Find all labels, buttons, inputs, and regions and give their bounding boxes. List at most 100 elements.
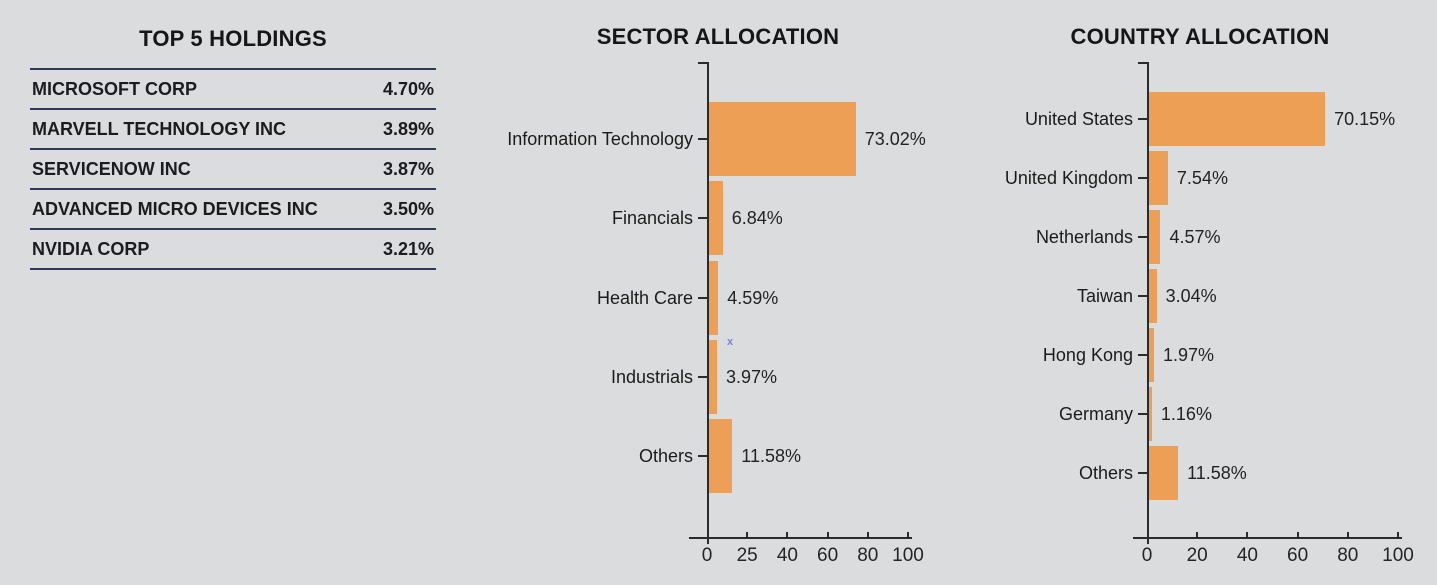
value-label-netherlands: 4.57% xyxy=(1169,227,1221,247)
country-allocation-chart: COUNTRY ALLOCATION 0 20 40 60 80 100 United St… xyxy=(1000,18,1414,584)
x-tick-label-60: 60 xyxy=(817,545,839,566)
category-tick-united-states xyxy=(1138,118,1147,120)
category-label-information-technology: Information Technology xyxy=(507,129,693,149)
category-tick-others xyxy=(1138,472,1147,474)
y-axis xyxy=(707,62,709,544)
category-tick-financials xyxy=(698,217,707,220)
value-label-united-kingdom: 7.54% xyxy=(1176,168,1228,188)
x-tick-label-40: 40 xyxy=(776,545,798,566)
x-tick-label-20: 20 xyxy=(1186,545,1208,566)
bar-information-technology xyxy=(709,102,856,176)
x-tick-label-80: 80 xyxy=(1337,545,1359,566)
category-tick-germany xyxy=(1138,413,1147,415)
bar-united-states xyxy=(1149,92,1326,146)
x-tick-60 xyxy=(826,532,829,537)
x-tick-label-100: 100 xyxy=(1382,545,1414,566)
x-tick-label-25: 25 xyxy=(736,545,758,566)
holding-value: 3.87% xyxy=(382,158,434,179)
x-tick-60 xyxy=(1296,532,1299,537)
value-label-hong-kong: 1.97% xyxy=(1162,345,1214,365)
sector-chart-plot: 0 25 40 60 80 100 Information Technology 73.02%… xyxy=(482,18,954,584)
category-label-hong-kong: Hong Kong xyxy=(1042,345,1133,365)
holdings-row-marvell-technology-inc: MARVELL TECHNOLOGY INC 3.89% xyxy=(30,108,436,148)
holding-value: 3.21% xyxy=(382,238,434,259)
x-tick-80 xyxy=(1346,532,1349,537)
value-label-united-states: 70.15% xyxy=(1334,109,1396,129)
category-label-industrials: Industrials xyxy=(610,366,693,387)
bar-germany xyxy=(1149,387,1152,441)
bar-health-care xyxy=(709,260,719,335)
y-axis xyxy=(1147,62,1149,544)
value-label-others: 11.58% xyxy=(1187,463,1247,483)
x-tick-40 xyxy=(786,532,789,537)
x-axis xyxy=(689,537,912,539)
bar-taiwan xyxy=(1149,269,1157,323)
category-label-united-kingdom: United Kingdom xyxy=(1004,168,1133,188)
bar-netherlands xyxy=(1149,210,1161,264)
x-tick-20 xyxy=(1196,532,1199,537)
holdings-row-microsoft-corp: MICROSOFT CORP 4.70% xyxy=(30,68,436,108)
top-holdings-panel: TOP 5 HOLDINGS MICROSOFT CORP 4.70% MARVEL… xyxy=(30,22,436,270)
category-label-others: Others xyxy=(638,446,693,467)
bar-others xyxy=(709,419,733,494)
category-tick-united-kingdom xyxy=(1138,177,1147,179)
x-tick-label-0: 0 xyxy=(701,545,713,566)
holding-name: NVIDIA CORP xyxy=(32,238,150,259)
category-tick-others xyxy=(698,455,707,458)
bar-others xyxy=(1149,446,1179,500)
value-label-information-technology: 73.02% xyxy=(864,129,926,149)
category-label-financials: Financials xyxy=(611,208,693,229)
category-label-united-states: United States xyxy=(1024,109,1133,129)
holdings-row-nvidia-corp: NVIDIA CORP 3.21% xyxy=(30,228,436,268)
x-tick-80 xyxy=(866,532,869,537)
category-tick-taiwan xyxy=(1138,295,1147,297)
sector-allocation-chart: SECTOR ALLOCATION 0 25 40 60 80 100 Informatio… xyxy=(482,18,954,584)
value-label-health-care: 4.59% xyxy=(727,287,779,308)
holdings-table: MICROSOFT CORP 4.70% MARVELL TECHNOLOGY IN… xyxy=(30,68,436,270)
holding-value: 3.89% xyxy=(382,118,434,139)
holdings-row-advanced-micro-devices-inc: ADVANCED MICRO DEVICES INC 3.50% xyxy=(30,188,436,228)
value-label-others: 11.58% xyxy=(741,446,801,467)
value-label-industrials: 3.97% xyxy=(725,366,778,387)
category-tick-health-care xyxy=(698,296,707,299)
category-tick-industrials xyxy=(698,375,707,378)
y-axis-top-tick xyxy=(698,62,707,64)
holding-name: MARVELL TECHNOLOGY INC xyxy=(32,118,287,139)
category-label-taiwan: Taiwan xyxy=(1076,286,1133,306)
country-chart-title: COUNTRY ALLOCATION xyxy=(1070,24,1330,49)
category-label-netherlands: Netherlands xyxy=(1035,227,1133,247)
holdings-row-servicenow-inc: SERVICENOW INC 3.87% xyxy=(30,148,436,188)
category-tick-hong-kong xyxy=(1138,354,1147,356)
x-tick-label-100: 100 xyxy=(892,545,924,566)
bar-hong-kong xyxy=(1149,328,1154,382)
y-axis-top-tick xyxy=(1138,62,1147,64)
holdings-title: TOP 5 HOLDINGS xyxy=(139,26,327,51)
holding-name: SERVICENOW INC xyxy=(32,158,191,179)
country-chart-plot: 0 20 40 60 80 100 United States 70.15% United Ki… xyxy=(1000,18,1414,584)
x-tick-label-60: 60 xyxy=(1287,545,1309,566)
category-tick-netherlands xyxy=(1138,236,1147,238)
holding-value: 3.50% xyxy=(382,198,434,219)
x-tick-label-0: 0 xyxy=(1141,545,1153,566)
x-tick-100 xyxy=(907,532,909,537)
bar-united-kingdom xyxy=(1149,151,1168,205)
stray-annotation-x: x xyxy=(727,336,734,348)
x-tick-100 xyxy=(1397,532,1399,537)
x-axis xyxy=(1133,537,1402,539)
x-tick-25 xyxy=(746,532,749,537)
holding-name: MICROSOFT CORP xyxy=(32,78,197,99)
category-label-health-care: Health Care xyxy=(596,287,693,308)
bar-industrials xyxy=(709,339,717,414)
category-tick-information-technology xyxy=(698,138,707,140)
sector-chart-title: SECTOR ALLOCATION xyxy=(596,24,840,49)
value-label-taiwan: 3.04% xyxy=(1165,286,1217,306)
category-label-others: Others xyxy=(1078,463,1133,483)
holding-name: ADVANCED MICRO DEVICES INC xyxy=(32,198,318,219)
value-label-financials: 6.84% xyxy=(731,208,783,229)
x-tick-label-80: 80 xyxy=(857,545,879,566)
x-tick-40 xyxy=(1246,532,1249,537)
category-label-germany: Germany xyxy=(1058,404,1133,424)
holding-value: 4.70% xyxy=(382,78,434,99)
bar-financials xyxy=(709,181,723,256)
x-tick-label-40: 40 xyxy=(1236,545,1258,566)
